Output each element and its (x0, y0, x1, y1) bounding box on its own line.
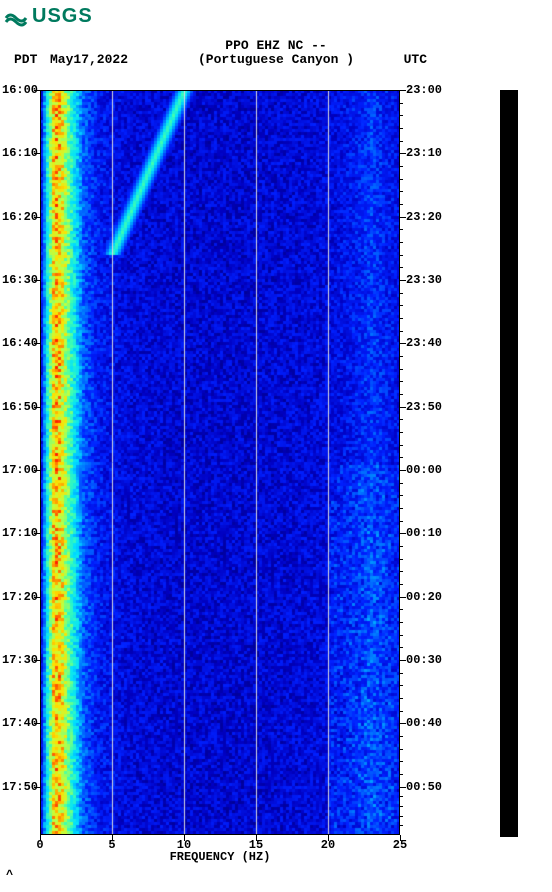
ytick-left: 17:20 (2, 590, 38, 604)
ytick-right: 23:00 (406, 83, 442, 97)
ytick-right: 00:40 (406, 716, 442, 730)
ytick-left: 16:50 (2, 400, 38, 414)
spectrogram-canvas (40, 90, 400, 835)
usgs-logo: USGS (4, 4, 93, 28)
ytick-left: 16:10 (2, 146, 38, 160)
spectrogram-chart (40, 90, 400, 835)
ytick-right: 23:40 (406, 336, 442, 350)
wave-icon (4, 4, 28, 28)
ytick-left: 16:30 (2, 273, 38, 287)
logo-text: USGS (32, 5, 93, 28)
tz-right: UTC (404, 52, 427, 67)
ytick-left: 16:40 (2, 336, 38, 350)
ytick-right: 00:50 (406, 780, 442, 794)
colorbar (500, 90, 518, 837)
ytick-right: 00:00 (406, 463, 442, 477)
ytick-right: 23:30 (406, 273, 442, 287)
location-label: (Portuguese Canyon ) (0, 52, 552, 67)
ytick-left: 17:30 (2, 653, 38, 667)
page-caret: ^ (6, 868, 13, 882)
ytick-left: 17:40 (2, 716, 38, 730)
ytick-right: 23:50 (406, 400, 442, 414)
ytick-right: 23:20 (406, 210, 442, 224)
ytick-left: 17:00 (2, 463, 38, 477)
ytick-left: 16:20 (2, 210, 38, 224)
ytick-right: 00:10 (406, 526, 442, 540)
ytick-left: 17:50 (2, 780, 38, 794)
x-axis-label: FREQUENCY (HZ) (40, 850, 400, 864)
ytick-right: 23:10 (406, 146, 442, 160)
ytick-right: 00:30 (406, 653, 442, 667)
ytick-left: 16:00 (2, 83, 38, 97)
ytick-right: 00:20 (406, 590, 442, 604)
station-line: PPO EHZ NC -- (0, 38, 552, 53)
ytick-left: 17:10 (2, 526, 38, 540)
